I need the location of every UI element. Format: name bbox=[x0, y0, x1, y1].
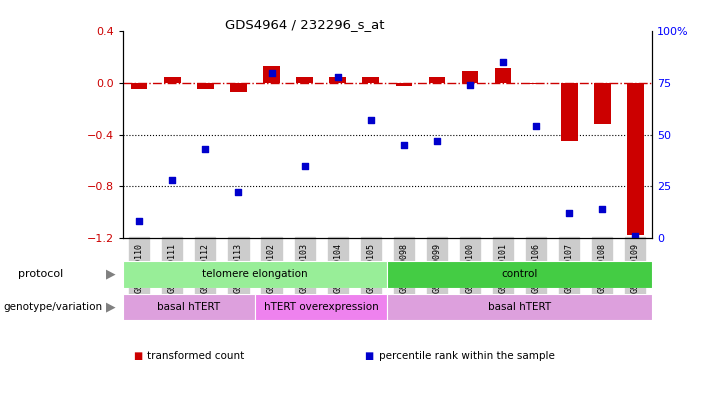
Point bbox=[564, 210, 575, 216]
Bar bbox=[462, 72, 478, 83]
Text: control: control bbox=[501, 269, 538, 279]
Bar bbox=[495, 68, 511, 83]
Point bbox=[233, 189, 244, 195]
Point bbox=[531, 123, 542, 129]
Bar bbox=[594, 83, 611, 124]
Bar bbox=[528, 83, 545, 84]
Text: genotype/variation: genotype/variation bbox=[4, 302, 102, 312]
Bar bbox=[230, 83, 247, 92]
Text: ■: ■ bbox=[133, 351, 142, 361]
Bar bbox=[255, 294, 387, 320]
Bar bbox=[362, 77, 379, 83]
Point bbox=[134, 218, 145, 224]
Point bbox=[332, 73, 343, 80]
Text: telomere elongation: telomere elongation bbox=[202, 269, 308, 279]
Point bbox=[629, 233, 641, 239]
Text: ■: ■ bbox=[365, 351, 374, 361]
Bar bbox=[627, 83, 644, 235]
Text: hTERT overexpression: hTERT overexpression bbox=[264, 302, 379, 312]
Text: GDS4964 / 232296_s_at: GDS4964 / 232296_s_at bbox=[225, 18, 385, 31]
Text: protocol: protocol bbox=[18, 269, 63, 279]
Bar bbox=[428, 77, 445, 83]
Point bbox=[398, 142, 409, 148]
Point bbox=[498, 59, 509, 66]
Point bbox=[431, 138, 442, 144]
Bar bbox=[131, 83, 147, 90]
Bar bbox=[164, 77, 181, 83]
Bar bbox=[387, 261, 652, 288]
Bar bbox=[395, 83, 412, 86]
Point bbox=[299, 162, 311, 169]
Point bbox=[597, 206, 608, 212]
Point bbox=[266, 70, 277, 76]
Bar bbox=[264, 66, 280, 83]
Text: basal hTERT: basal hTERT bbox=[488, 302, 551, 312]
Bar bbox=[561, 83, 578, 141]
Text: basal hTERT: basal hTERT bbox=[157, 302, 220, 312]
Point bbox=[167, 177, 178, 183]
Text: percentile rank within the sample: percentile rank within the sample bbox=[379, 351, 554, 361]
Bar bbox=[123, 294, 255, 320]
Text: ▶: ▶ bbox=[106, 268, 116, 281]
Point bbox=[464, 82, 475, 88]
Bar bbox=[123, 261, 387, 288]
Bar bbox=[197, 83, 214, 90]
Text: transformed count: transformed count bbox=[147, 351, 245, 361]
Bar bbox=[387, 294, 652, 320]
Point bbox=[365, 117, 376, 123]
Text: ▶: ▶ bbox=[106, 300, 116, 314]
Bar bbox=[297, 77, 313, 83]
Point bbox=[200, 146, 211, 152]
Bar bbox=[329, 77, 346, 83]
